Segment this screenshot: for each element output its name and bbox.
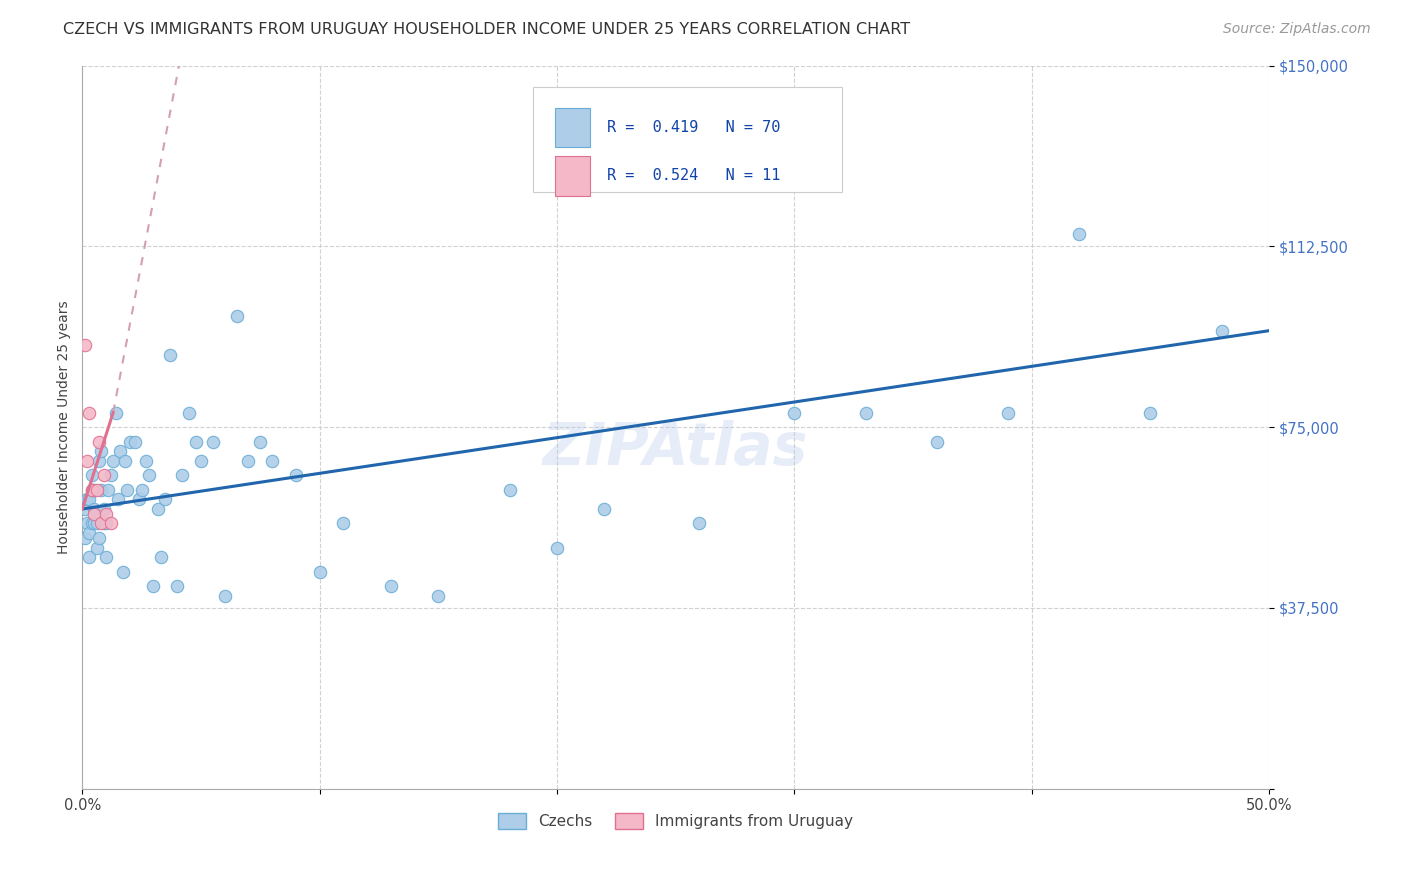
Point bbox=[225, 310, 247, 324]
Point bbox=[262, 454, 284, 468]
Point bbox=[783, 406, 806, 420]
Point bbox=[94, 550, 117, 565]
Point bbox=[80, 483, 103, 497]
Point bbox=[855, 406, 877, 420]
Point bbox=[111, 565, 134, 579]
Point bbox=[170, 468, 193, 483]
Point bbox=[1069, 227, 1091, 242]
Point bbox=[249, 434, 271, 449]
Point bbox=[688, 516, 710, 531]
Point bbox=[142, 579, 165, 593]
Point bbox=[135, 454, 157, 468]
Point bbox=[118, 434, 141, 449]
Point bbox=[138, 468, 160, 483]
Point bbox=[131, 483, 153, 497]
Point bbox=[498, 483, 520, 497]
Point bbox=[83, 483, 105, 497]
Point bbox=[79, 406, 101, 420]
FancyBboxPatch shape bbox=[554, 108, 591, 147]
Point bbox=[593, 502, 616, 516]
Point bbox=[128, 492, 150, 507]
Point bbox=[166, 579, 188, 593]
Point bbox=[97, 483, 120, 497]
Point bbox=[80, 468, 103, 483]
Point bbox=[93, 468, 115, 483]
Point bbox=[1139, 406, 1161, 420]
Point bbox=[201, 434, 224, 449]
Point bbox=[159, 348, 181, 362]
Point bbox=[380, 579, 402, 593]
Point bbox=[284, 468, 307, 483]
Point bbox=[93, 502, 115, 516]
Point bbox=[110, 444, 132, 458]
FancyBboxPatch shape bbox=[554, 156, 591, 195]
Point bbox=[149, 550, 172, 565]
Point bbox=[332, 516, 354, 531]
Point bbox=[86, 483, 108, 497]
Point bbox=[76, 516, 98, 531]
Point bbox=[87, 531, 110, 545]
Point bbox=[76, 454, 98, 468]
Point bbox=[546, 541, 568, 555]
Point bbox=[79, 492, 101, 507]
Point bbox=[100, 468, 122, 483]
Point bbox=[107, 492, 129, 507]
Point bbox=[148, 502, 170, 516]
Point bbox=[104, 406, 127, 420]
Point bbox=[124, 434, 146, 449]
Point bbox=[86, 516, 108, 531]
Point bbox=[117, 483, 139, 497]
Point bbox=[80, 516, 103, 531]
Point bbox=[76, 492, 98, 507]
Point bbox=[90, 516, 112, 531]
Point bbox=[90, 483, 112, 497]
Point bbox=[87, 434, 110, 449]
Point bbox=[83, 507, 105, 521]
Point bbox=[83, 502, 105, 516]
Text: R =  0.524   N = 11: R = 0.524 N = 11 bbox=[607, 169, 780, 184]
Point bbox=[83, 516, 105, 531]
Text: ZIPAtlas: ZIPAtlas bbox=[543, 420, 808, 477]
Point bbox=[101, 454, 124, 468]
Point bbox=[308, 565, 330, 579]
Point bbox=[190, 454, 212, 468]
Point bbox=[177, 406, 200, 420]
Point bbox=[73, 338, 96, 352]
Point bbox=[90, 444, 112, 458]
Point bbox=[86, 541, 108, 555]
Point bbox=[186, 434, 208, 449]
Y-axis label: Householder Income Under 25 years: Householder Income Under 25 years bbox=[58, 301, 72, 554]
Point bbox=[925, 434, 948, 449]
Point bbox=[79, 526, 101, 541]
Point bbox=[73, 502, 96, 516]
Point bbox=[94, 507, 117, 521]
Point bbox=[997, 406, 1019, 420]
Point bbox=[155, 492, 177, 507]
Point bbox=[93, 516, 115, 531]
Legend: Czechs, Immigrants from Uruguay: Czechs, Immigrants from Uruguay bbox=[492, 807, 859, 835]
Point bbox=[87, 454, 110, 468]
Point bbox=[238, 454, 260, 468]
Point bbox=[1211, 324, 1233, 338]
Point bbox=[94, 516, 117, 531]
Point bbox=[114, 454, 136, 468]
Text: Source: ZipAtlas.com: Source: ZipAtlas.com bbox=[1223, 22, 1371, 37]
Point bbox=[73, 531, 96, 545]
Point bbox=[427, 589, 450, 603]
Text: R =  0.419   N = 70: R = 0.419 N = 70 bbox=[607, 120, 780, 135]
Point bbox=[79, 550, 101, 565]
Point bbox=[100, 516, 122, 531]
FancyBboxPatch shape bbox=[533, 87, 842, 192]
Text: CZECH VS IMMIGRANTS FROM URUGUAY HOUSEHOLDER INCOME UNDER 25 YEARS CORRELATION C: CZECH VS IMMIGRANTS FROM URUGUAY HOUSEHO… bbox=[63, 22, 911, 37]
Point bbox=[80, 483, 103, 497]
Point bbox=[214, 589, 236, 603]
